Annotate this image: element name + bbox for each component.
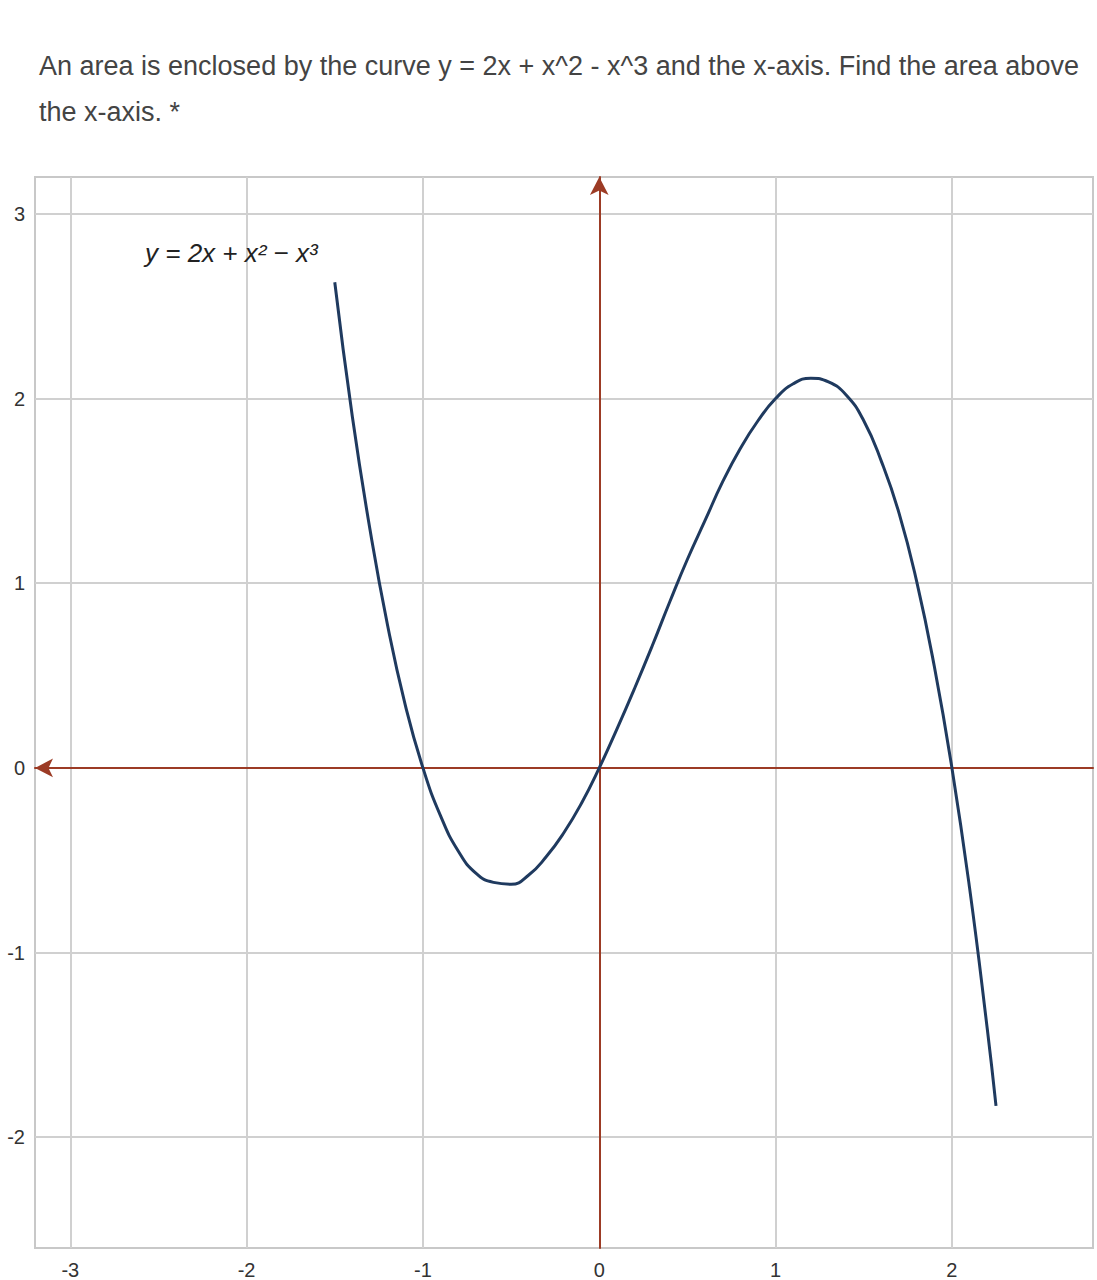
svg-text:-2: -2 xyxy=(7,1126,25,1148)
svg-text:2: 2 xyxy=(946,1259,957,1280)
svg-text:y = 2x + x² − x³: y = 2x + x² − x³ xyxy=(143,238,319,268)
svg-text:0: 0 xyxy=(594,1259,605,1280)
svg-text:An area is enclosed by the cur: An area is enclosed by the curve y = 2x … xyxy=(39,51,1086,81)
svg-text:-2: -2 xyxy=(238,1259,256,1280)
svg-text:-3: -3 xyxy=(61,1259,79,1280)
svg-text:the x-axis. *: the x-axis. * xyxy=(39,97,181,127)
svg-text:-1: -1 xyxy=(414,1259,432,1280)
svg-text:0: 0 xyxy=(14,757,25,779)
svg-text:1: 1 xyxy=(14,572,25,594)
svg-text:-1: -1 xyxy=(7,942,25,964)
svg-text:3: 3 xyxy=(14,203,25,225)
svg-text:2: 2 xyxy=(14,388,25,410)
svg-text:1: 1 xyxy=(770,1259,781,1280)
